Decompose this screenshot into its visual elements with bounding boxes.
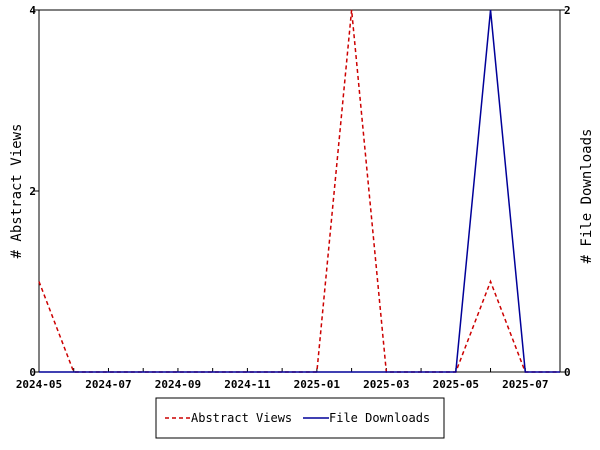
legend-box — [155, 397, 445, 439]
x-tick-label: 2024-11 — [224, 378, 271, 391]
plot-area: 2024-05 2024-07 2024-09 2024-11 2025-01 2025-… — [16, 4, 571, 391]
y2-tick-label: 2 — [564, 4, 571, 17]
y-tick-label: 4 — [29, 4, 36, 17]
legend-label-1: File Downloads — [329, 411, 430, 425]
series-line-1 — [39, 9, 560, 373]
x-tick-label: 2025-07 — [502, 378, 548, 391]
y-axis-title: # Abstract Views — [9, 124, 25, 259]
x-tick-label: 2025-03 — [363, 378, 409, 391]
y2-tick-label: 0 — [564, 366, 571, 379]
legend: Abstract Views File Downloads — [155, 397, 445, 439]
y-tick-label: 0 — [29, 366, 36, 379]
x-tick-label: 2025-05 — [433, 378, 479, 391]
legend-label-0: Abstract Views — [191, 411, 292, 425]
x-tick-label: 2024-07 — [85, 378, 131, 391]
y-tick-label: 2 — [29, 185, 36, 198]
y2-axis-title: # File Downloads — [579, 129, 595, 264]
x-tick-label: 2025-01 — [294, 378, 341, 391]
x-tick-label: 2024-05 — [16, 378, 62, 391]
x-tick-label: 2024-09 — [155, 378, 201, 391]
